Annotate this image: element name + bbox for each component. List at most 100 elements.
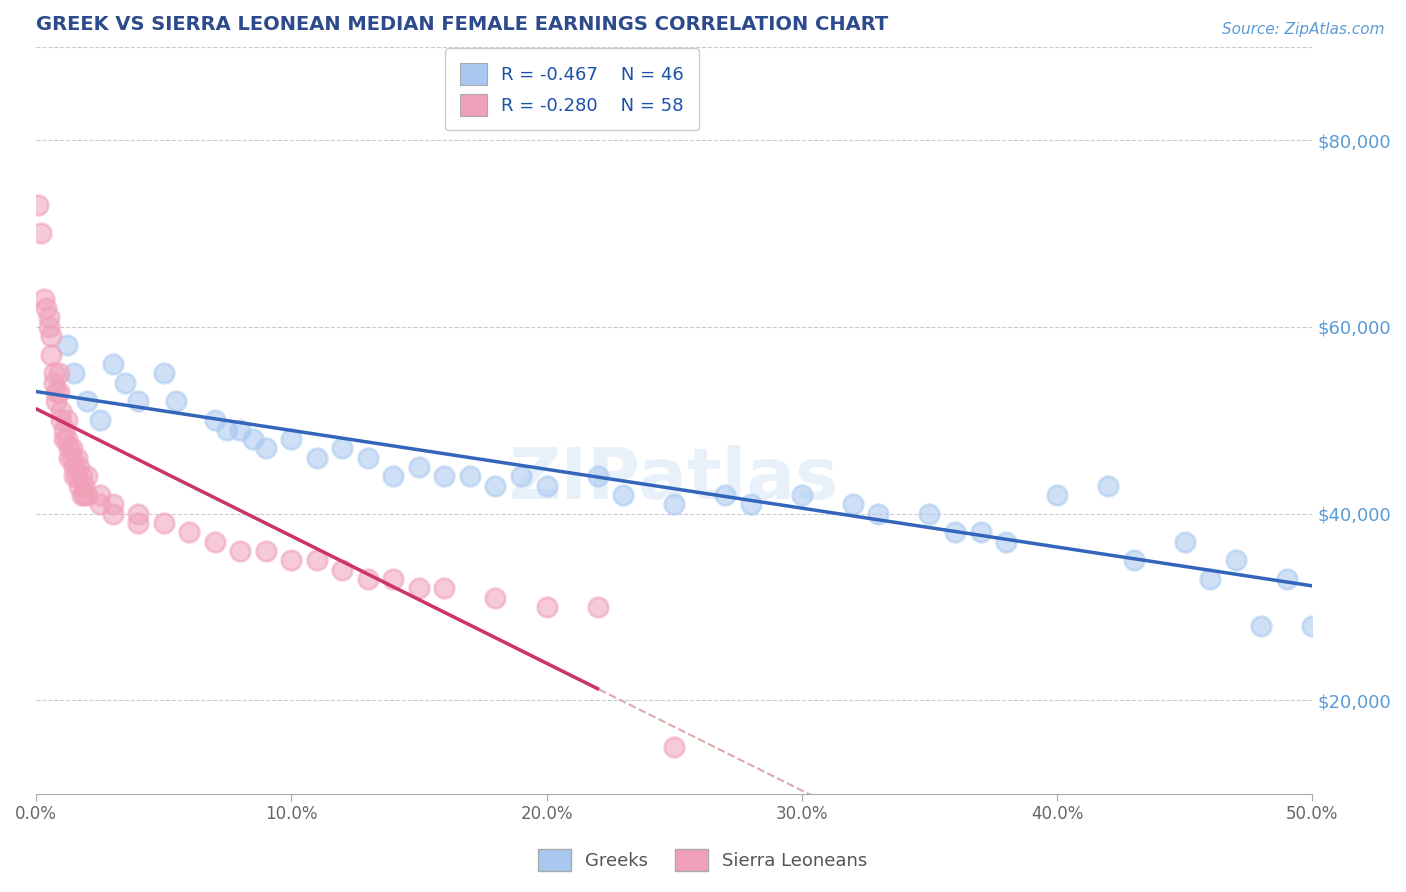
- Point: [55, 338, 77, 352]
- Point: [382, 469, 405, 483]
- Point: [1122, 553, 1144, 567]
- Point: [842, 497, 865, 511]
- Point: [662, 739, 685, 754]
- Point: [127, 394, 149, 409]
- Point: [868, 507, 890, 521]
- Point: [55, 413, 77, 427]
- Point: [89, 488, 111, 502]
- Point: [42, 367, 65, 381]
- Point: [165, 394, 187, 409]
- Point: [76, 469, 98, 483]
- Point: [740, 497, 762, 511]
- Point: [48, 367, 70, 381]
- Point: [66, 469, 89, 483]
- Point: [714, 488, 737, 502]
- Point: [60, 450, 83, 465]
- Point: [229, 423, 252, 437]
- Point: [305, 450, 328, 465]
- Point: [484, 591, 506, 605]
- Point: [39, 348, 62, 362]
- Point: [204, 534, 226, 549]
- Legend: R = -0.467    N = 46, R = -0.280    N = 58: R = -0.467 N = 46, R = -0.280 N = 58: [446, 48, 699, 130]
- Point: [127, 507, 149, 521]
- Point: [60, 441, 83, 455]
- Point: [408, 581, 430, 595]
- Point: [586, 599, 609, 614]
- Point: [152, 516, 174, 530]
- Point: [510, 469, 533, 483]
- Point: [254, 544, 277, 558]
- Point: [32, 292, 55, 306]
- Text: GREEK VS SIERRA LEONEAN MEDIAN FEMALE EARNINGS CORRELATION CHART: GREEK VS SIERRA LEONEAN MEDIAN FEMALE EA…: [37, 15, 889, 34]
- Point: [204, 413, 226, 427]
- Point: [73, 478, 96, 492]
- Text: ZIPatlas: ZIPatlas: [509, 445, 839, 515]
- Point: [63, 367, 86, 381]
- Point: [58, 441, 80, 455]
- Point: [1225, 553, 1247, 567]
- Point: [55, 432, 77, 446]
- Point: [35, 301, 58, 315]
- Point: [27, 198, 49, 212]
- Point: [280, 553, 302, 567]
- Point: [101, 497, 124, 511]
- Point: [662, 497, 685, 511]
- Point: [1301, 618, 1323, 632]
- Point: [127, 516, 149, 530]
- Point: [217, 423, 239, 437]
- Point: [586, 469, 609, 483]
- Point: [63, 459, 86, 474]
- Point: [790, 488, 813, 502]
- Text: Source: ZipAtlas.com: Source: ZipAtlas.com: [1222, 22, 1385, 37]
- Point: [89, 413, 111, 427]
- Point: [101, 507, 124, 521]
- Point: [254, 441, 277, 455]
- Point: [73, 488, 96, 502]
- Point: [1250, 618, 1272, 632]
- Point: [152, 367, 174, 381]
- Point: [70, 469, 93, 483]
- Point: [1199, 572, 1222, 586]
- Point: [42, 376, 65, 390]
- Point: [408, 459, 430, 474]
- Point: [242, 432, 264, 446]
- Point: [89, 497, 111, 511]
- Point: [30, 227, 52, 241]
- Point: [38, 319, 60, 334]
- Point: [280, 432, 302, 446]
- Point: [53, 423, 76, 437]
- Point: [995, 534, 1018, 549]
- Point: [66, 450, 89, 465]
- Point: [67, 478, 90, 492]
- Point: [39, 329, 62, 343]
- Point: [330, 441, 353, 455]
- Point: [51, 404, 73, 418]
- Point: [484, 478, 506, 492]
- Point: [229, 544, 252, 558]
- Point: [1275, 572, 1298, 586]
- Point: [433, 581, 456, 595]
- Point: [330, 563, 353, 577]
- Point: [1174, 534, 1197, 549]
- Point: [433, 469, 456, 483]
- Point: [305, 553, 328, 567]
- Point: [382, 572, 405, 586]
- Point: [101, 357, 124, 371]
- Point: [458, 469, 481, 483]
- Point: [536, 478, 558, 492]
- Point: [67, 459, 90, 474]
- Point: [536, 599, 558, 614]
- Point: [51, 413, 73, 427]
- Point: [357, 450, 380, 465]
- Point: [63, 469, 86, 483]
- Point: [612, 488, 634, 502]
- Point: [969, 525, 991, 540]
- Point: [114, 376, 136, 390]
- Point: [38, 310, 60, 325]
- Point: [179, 525, 201, 540]
- Point: [45, 394, 67, 409]
- Point: [943, 525, 966, 540]
- Point: [918, 507, 941, 521]
- Point: [1097, 478, 1119, 492]
- Point: [58, 450, 80, 465]
